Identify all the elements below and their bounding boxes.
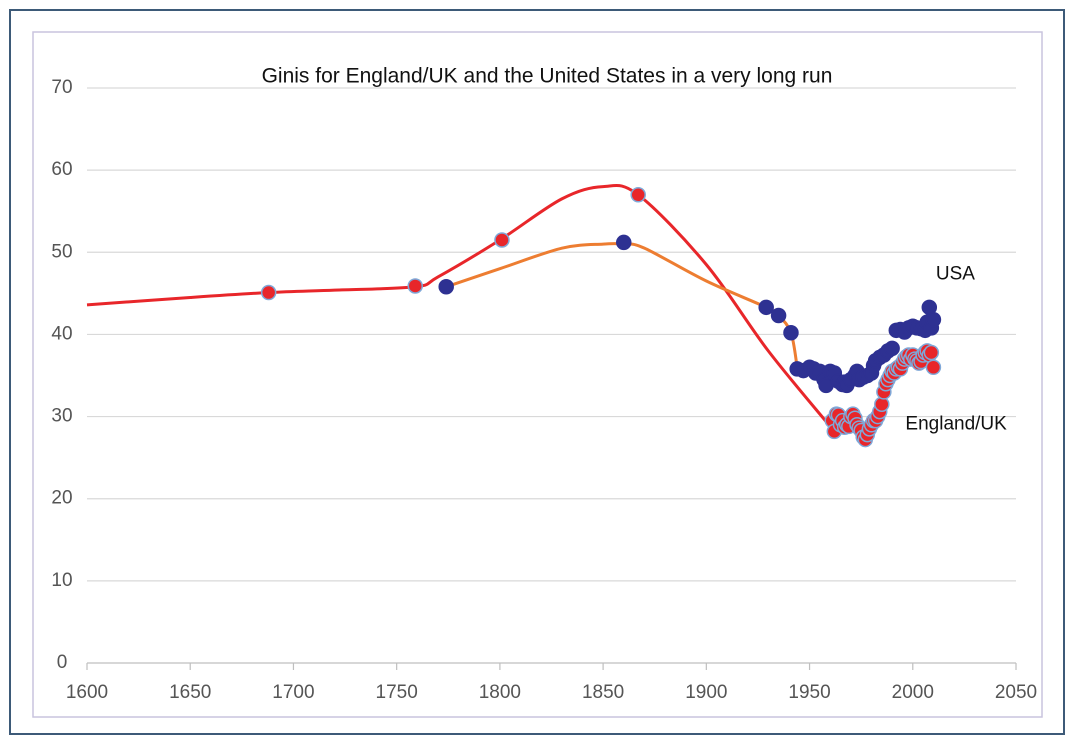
series-label: USA [936, 264, 975, 285]
x-tick-label: 1800 [479, 682, 521, 703]
x-tick-label: 1850 [582, 682, 624, 703]
y-tick-label: 60 [51, 159, 72, 180]
data-point [884, 340, 900, 357]
x-tick-label: 2000 [892, 682, 934, 703]
data-point [438, 279, 454, 295]
y-tick-label: 10 [51, 570, 72, 591]
y-tick-label: 70 [51, 77, 72, 98]
x-tick-label: 1650 [169, 682, 211, 703]
x-tick-label: 1600 [66, 682, 108, 703]
data-point [925, 311, 942, 328]
y-tick-label: 40 [51, 323, 72, 344]
data-point [758, 299, 774, 316]
x-tick-label: 1700 [272, 682, 314, 703]
series-label: England/UK [905, 413, 1007, 434]
data-point [616, 234, 632, 251]
data-point [630, 187, 646, 203]
data-point [783, 325, 799, 341]
y-tick-label: 50 [51, 241, 72, 262]
data-point [923, 344, 940, 361]
x-tick-label: 2050 [995, 682, 1037, 703]
y-tick-label: 0 [57, 652, 68, 673]
data-point [260, 284, 277, 301]
data-point [770, 307, 787, 324]
x-tick-label: 1950 [788, 682, 830, 703]
y-tick-label: 20 [51, 488, 72, 509]
data-point [925, 359, 942, 376]
data-point [407, 278, 423, 294]
x-tick-label: 1900 [685, 682, 727, 703]
data-point [494, 232, 510, 248]
chart-title: Ginis for England/UK and the United Stat… [262, 65, 833, 88]
x-tick-label: 1750 [376, 682, 418, 703]
y-tick-label: 30 [51, 406, 72, 427]
